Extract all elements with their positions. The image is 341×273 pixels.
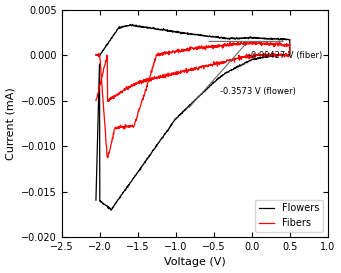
Flowers — [263, 37, 267, 40]
Flowers — [94, 198, 98, 202]
Text: -0.09427 V (fiber): -0.09427 V (fiber) — [248, 51, 322, 60]
Fibers — [277, 52, 281, 56]
Text: -0.3573 V (flower): -0.3573 V (flower) — [220, 87, 296, 96]
Line: Flowers: Flowers — [96, 24, 290, 210]
Flowers — [146, 26, 150, 30]
Fibers — [106, 156, 110, 159]
Flowers — [225, 37, 229, 40]
Fibers — [263, 41, 267, 45]
Flowers — [160, 28, 164, 31]
Legend: Flowers, Fibers: Flowers, Fibers — [255, 200, 323, 232]
Flowers — [270, 54, 274, 57]
Fibers — [160, 52, 164, 55]
Fibers — [269, 54, 273, 57]
Fibers — [94, 53, 98, 57]
Fibers — [225, 44, 229, 48]
Flowers — [94, 53, 98, 57]
Flowers — [109, 208, 114, 212]
X-axis label: Voltage (V): Voltage (V) — [164, 257, 226, 268]
Fibers — [94, 99, 98, 102]
Fibers — [239, 40, 243, 43]
Y-axis label: Current (mA): Current (mA) — [5, 87, 16, 160]
Fibers — [146, 82, 150, 85]
Line: Fibers: Fibers — [96, 41, 290, 158]
Flowers — [128, 23, 132, 26]
Flowers — [278, 53, 282, 56]
